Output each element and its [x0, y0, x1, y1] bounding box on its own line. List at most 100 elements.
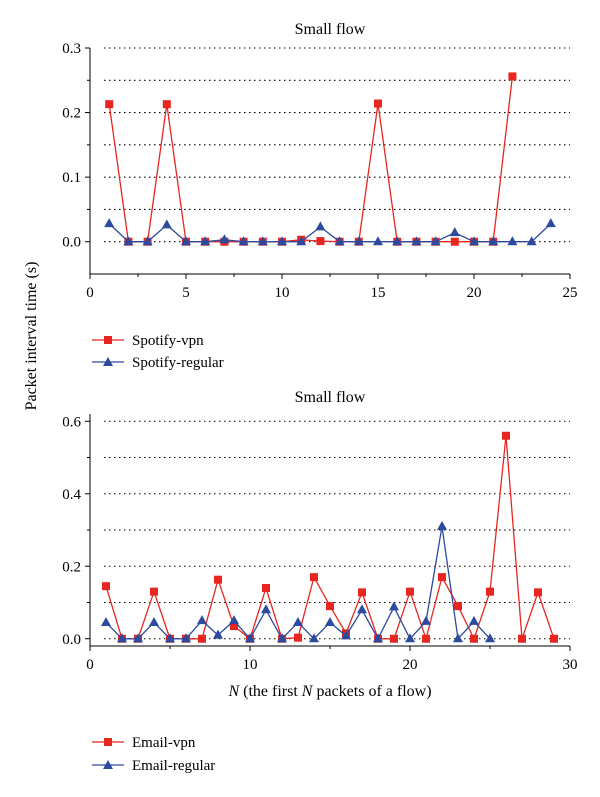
- data-point-square: [294, 633, 302, 642]
- chart-title: Small flow: [295, 21, 366, 38]
- x-tick-label: 30: [563, 657, 578, 673]
- legend-label: Email-vpn: [132, 735, 196, 751]
- data-point-triangle: [507, 236, 518, 246]
- data-point-square: [534, 588, 542, 597]
- x-tick-label: 20: [467, 285, 482, 301]
- x-tick-label: 10: [275, 285, 290, 301]
- y-tick-label: 0.0: [62, 632, 81, 648]
- data-point-triangle: [437, 520, 447, 530]
- data-point-triangle: [161, 219, 172, 229]
- data-point-triangle: [315, 221, 326, 231]
- data-point-square: [358, 588, 366, 597]
- data-point-triangle: [257, 236, 268, 246]
- data-point-triangle: [488, 236, 499, 246]
- data-point-square: [316, 237, 325, 246]
- data-point-square: [502, 431, 510, 440]
- data-point-square: [102, 582, 110, 591]
- series-line-spotify-regular: [108, 223, 552, 243]
- data-point-triangle: [261, 604, 271, 614]
- data-point-triangle: [341, 630, 351, 640]
- data-point-triangle: [334, 236, 345, 246]
- data-point-square: [262, 584, 270, 592]
- legend-label: Spotify-regular: [132, 355, 224, 371]
- x-axis-label-n: N: [227, 683, 240, 700]
- y-tick-label: 0.6: [62, 414, 81, 430]
- data-point-triangle: [238, 236, 249, 246]
- data-point-triangle: [389, 601, 399, 611]
- data-point-triangle: [373, 236, 383, 246]
- y-tick-label: 0.2: [62, 559, 81, 575]
- x-axis-label-part: packets of a flow): [312, 683, 431, 700]
- data-point-square: [486, 587, 494, 596]
- data-point-square: [438, 573, 446, 582]
- legend-marker-triangle: [103, 760, 113, 769]
- x-tick-label: 20: [403, 657, 418, 673]
- data-point-square: [150, 587, 158, 596]
- data-point-triangle: [469, 615, 479, 625]
- data-point-triangle: [117, 633, 127, 643]
- chart-title: Small flow: [295, 389, 366, 406]
- data-point-square: [214, 575, 222, 584]
- y-axis-label: Packet interval time (s): [23, 262, 40, 411]
- data-point-triangle: [453, 633, 463, 643]
- data-point-square: [406, 587, 414, 596]
- data-point-triangle: [526, 236, 537, 246]
- x-tick-label: 10: [243, 657, 258, 673]
- data-point-square: [518, 634, 526, 643]
- data-point-triangle: [142, 236, 153, 246]
- data-point-triangle: [213, 629, 223, 639]
- data-point-triangle: [430, 236, 441, 246]
- data-point-triangle: [411, 236, 422, 246]
- data-point-triangle: [325, 616, 335, 626]
- legend: Spotify-vpn Spotify-regular: [92, 333, 224, 371]
- data-point-triangle: [200, 236, 211, 246]
- x-tick-label: 15: [371, 285, 386, 301]
- x-axis-label-n: N: [301, 683, 314, 700]
- data-point-triangle: [421, 615, 431, 625]
- y-tick-label: 0.0: [62, 235, 81, 251]
- data-point-triangle: [123, 236, 134, 246]
- data-point-triangle: [181, 236, 191, 246]
- y-tick-label: 0.3: [62, 41, 81, 57]
- data-point-square: [374, 99, 382, 108]
- x-tick-label: 0: [86, 657, 94, 673]
- data-point-square: [390, 634, 398, 643]
- chart-email: Small flow 0.0 0.2 0.4 0.6 0 10 20 30 N (the fi…: [62, 389, 577, 774]
- legend-label: Spotify-vpn: [132, 333, 204, 349]
- data-point-triangle: [149, 616, 159, 626]
- data-point-triangle: [545, 218, 556, 228]
- x-tick-label: 5: [182, 285, 190, 301]
- data-point-triangle: [133, 633, 143, 643]
- y-tick-label: 0.4: [62, 487, 81, 503]
- data-point-triangle: [373, 633, 383, 643]
- x-tick-label: 25: [563, 285, 578, 301]
- data-point-square: [508, 72, 517, 81]
- data-point-triangle: [296, 236, 307, 246]
- data-point-triangle: [197, 615, 207, 625]
- legend-marker-square: [104, 738, 112, 746]
- legend: Email-vpn Email-regular: [92, 735, 215, 774]
- data-point-triangle: [277, 236, 287, 246]
- data-point-triangle: [357, 604, 367, 614]
- data-point-square: [550, 634, 558, 643]
- data-point-triangle: [405, 633, 415, 643]
- data-point-triangle: [392, 236, 403, 246]
- legend-marker-triangle: [103, 357, 113, 366]
- x-axis-label-part: (the first: [239, 683, 302, 700]
- data-point-square: [105, 100, 114, 109]
- x-tick-label: 0: [86, 285, 94, 301]
- data-point-square: [326, 602, 334, 611]
- data-point-triangle: [449, 227, 460, 237]
- data-point-triangle: [277, 633, 287, 643]
- data-point-triangle: [229, 615, 239, 625]
- chart-spotify: Small flow 0.0 0.1 0.2 0.3 0 5 10 15 20 25 Spotif…: [62, 21, 577, 371]
- data-point-square: [230, 622, 238, 631]
- data-point-square: [422, 634, 430, 643]
- legend-marker-square: [104, 336, 112, 344]
- data-point-square: [450, 237, 459, 246]
- data-point-triangle: [309, 633, 319, 643]
- data-point-triangle: [104, 218, 115, 228]
- data-point-square: [198, 634, 206, 643]
- data-point-square: [470, 634, 478, 643]
